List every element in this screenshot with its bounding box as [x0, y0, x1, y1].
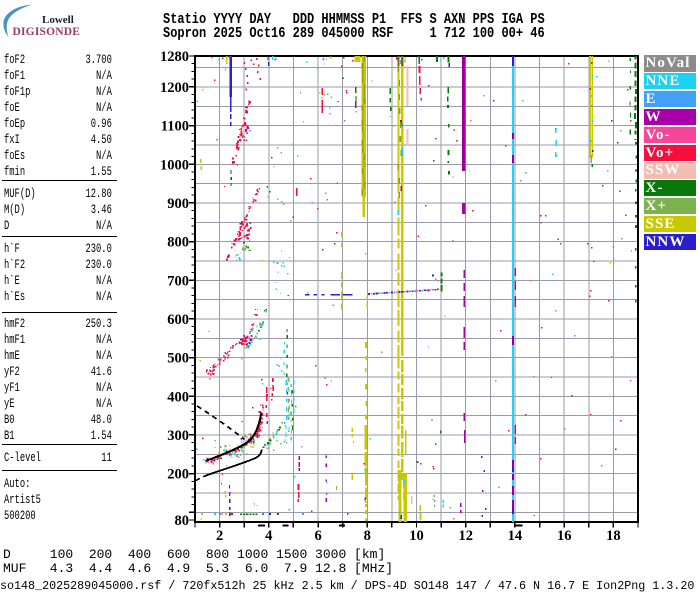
svg-text:4: 4 — [265, 528, 272, 544]
svg-text:300: 300 — [167, 428, 189, 444]
svg-text:6: 6 — [314, 528, 321, 544]
svg-text:80: 80 — [175, 513, 190, 529]
svg-text:2: 2 — [216, 528, 223, 544]
svg-text:18: 18 — [606, 528, 621, 544]
svg-text:700: 700 — [167, 273, 189, 289]
svg-text:400: 400 — [167, 389, 189, 405]
svg-text:10: 10 — [409, 528, 424, 544]
svg-text:12: 12 — [458, 528, 473, 544]
svg-text:1000: 1000 — [160, 157, 189, 173]
svg-text:1280: 1280 — [160, 49, 189, 65]
svg-text:1100: 1100 — [161, 119, 189, 135]
svg-text:1200: 1200 — [160, 80, 189, 96]
svg-text:600: 600 — [167, 312, 189, 328]
svg-text:200: 200 — [167, 467, 189, 483]
svg-text:900: 900 — [167, 196, 189, 212]
svg-text:800: 800 — [167, 235, 189, 251]
svg-text:14: 14 — [508, 528, 523, 544]
svg-text:500: 500 — [167, 351, 189, 367]
svg-text:8: 8 — [364, 528, 371, 544]
svg-text:16: 16 — [557, 528, 572, 544]
